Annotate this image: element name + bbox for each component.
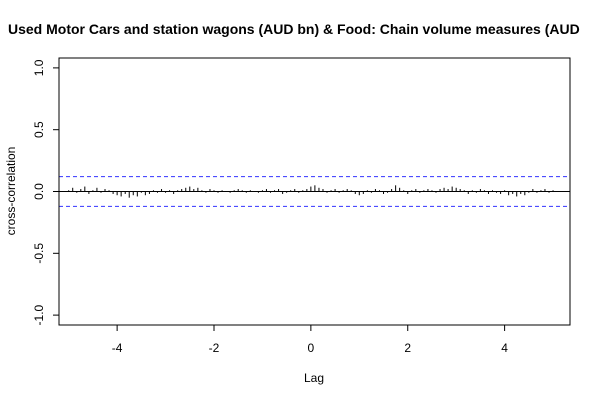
x-tick-label: 4 (501, 341, 508, 355)
x-tick-label: -4 (112, 341, 123, 355)
chart-title: Used Motor Cars and station wagons (AUD … (8, 21, 580, 37)
y-axis-label: cross-correlation (4, 147, 18, 236)
x-axis: -4 -2 0 2 4 (112, 324, 508, 355)
x-tick-label: 2 (404, 341, 411, 355)
x-tick-label: -2 (209, 341, 220, 355)
x-axis-label: Lag (304, 371, 324, 385)
y-tick-label: -1.0 (32, 304, 46, 325)
y-tick-label: 0.0 (32, 183, 46, 200)
y-tick-label: -0.5 (32, 243, 46, 264)
y-tick-label: 1.0 (32, 59, 46, 76)
x-tick-label: 0 (308, 341, 315, 355)
y-axis: -1.0 -0.5 0.0 0.5 1.0 (32, 59, 60, 325)
y-tick-label: 0.5 (32, 121, 46, 138)
